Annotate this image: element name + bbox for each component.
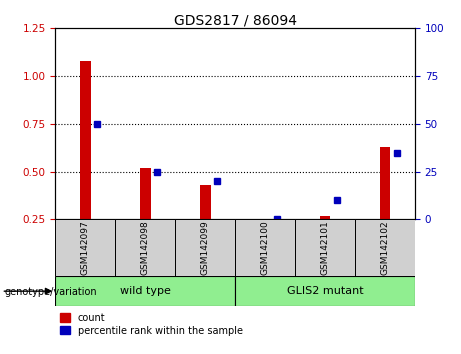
Text: GSM142100: GSM142100 — [260, 221, 270, 275]
Bar — [140, 168, 151, 219]
Bar — [80, 61, 91, 219]
Bar — [260, 219, 271, 263]
Bar — [175, 219, 235, 276]
Legend: count, percentile rank within the sample: count, percentile rank within the sample — [60, 313, 242, 336]
Bar — [115, 219, 175, 276]
Text: GLIS2 mutant: GLIS2 mutant — [287, 286, 363, 296]
Text: GSM142097: GSM142097 — [81, 221, 90, 275]
Text: GSM142101: GSM142101 — [320, 221, 330, 275]
Text: genotype/variation: genotype/variation — [5, 287, 97, 297]
Bar — [200, 185, 211, 219]
Bar — [379, 147, 390, 219]
Bar — [319, 216, 331, 219]
Text: GSM142098: GSM142098 — [141, 221, 150, 275]
Bar — [295, 219, 355, 276]
Text: GSM142102: GSM142102 — [380, 221, 390, 275]
Text: wild type: wild type — [120, 286, 171, 296]
Bar — [235, 219, 295, 276]
Bar — [355, 219, 415, 276]
Bar — [235, 276, 415, 306]
Bar — [55, 276, 235, 306]
Title: GDS2817 / 86094: GDS2817 / 86094 — [174, 13, 296, 27]
Text: GSM142099: GSM142099 — [201, 221, 210, 275]
Bar — [55, 219, 115, 276]
